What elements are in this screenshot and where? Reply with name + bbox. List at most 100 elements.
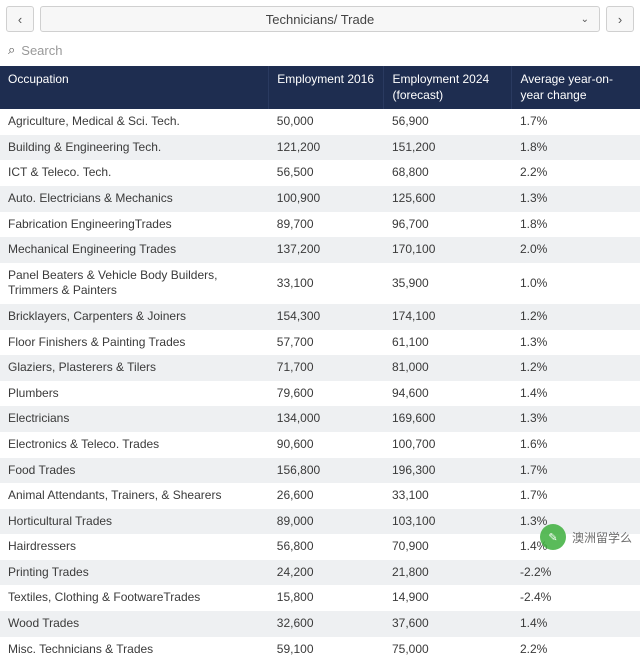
col-employment-2024[interactable]: Employment 2024 (forecast): [384, 66, 512, 109]
cell-value: 94,600: [384, 381, 512, 407]
cell-value: 151,200: [384, 135, 512, 161]
cell-occupation: Horticultural Trades: [0, 509, 269, 535]
cell-value: 2.0%: [512, 237, 640, 263]
cell-occupation: Food Trades: [0, 458, 269, 484]
cell-value: -2.2%: [512, 560, 640, 586]
cell-value: 56,500: [269, 160, 384, 186]
table-row: Bricklayers, Carpenters & Joiners154,300…: [0, 304, 640, 330]
table-row: Electricians134,000169,6001.3%: [0, 406, 640, 432]
cell-value: 32,600: [269, 611, 384, 637]
cell-value: 81,000: [384, 355, 512, 381]
cell-value: 169,600: [384, 406, 512, 432]
cell-value: 1.6%: [512, 432, 640, 458]
cell-occupation: Bricklayers, Carpenters & Joiners: [0, 304, 269, 330]
next-button[interactable]: ›: [606, 6, 634, 32]
cell-value: 56,800: [269, 534, 384, 560]
cell-value: 100,700: [384, 432, 512, 458]
table-row: Wood Trades32,60037,6001.4%: [0, 611, 640, 637]
cell-value: 1.0%: [512, 263, 640, 304]
col-occupation[interactable]: Occupation: [0, 66, 269, 109]
cell-value: 68,800: [384, 160, 512, 186]
cell-value: 33,100: [384, 483, 512, 509]
watermark-text: 澳洲留学么: [572, 529, 632, 546]
cell-value: 1.3%: [512, 330, 640, 356]
table-row: Panel Beaters & Vehicle Body Builders, T…: [0, 263, 640, 304]
cell-occupation: Animal Attendants, Trainers, & Shearers: [0, 483, 269, 509]
cell-value: 1.2%: [512, 355, 640, 381]
cell-value: 125,600: [384, 186, 512, 212]
cell-occupation: ICT & Teleco. Tech.: [0, 160, 269, 186]
cell-value: 21,800: [384, 560, 512, 586]
cell-value: 56,900: [384, 109, 512, 135]
cell-value: 61,100: [384, 330, 512, 356]
table-row: Printing Trades24,20021,800-2.2%: [0, 560, 640, 586]
cell-value: 1.7%: [512, 458, 640, 484]
table-row: Mechanical Engineering Trades137,200170,…: [0, 237, 640, 263]
table-row: Fabrication EngineeringTrades89,70096,70…: [0, 212, 640, 238]
cell-occupation: Electronics & Teleco. Trades: [0, 432, 269, 458]
table-row: Textiles, Clothing & FootwareTrades15,80…: [0, 585, 640, 611]
table-row: Plumbers79,60094,6001.4%: [0, 381, 640, 407]
watermark-icon: ✎: [540, 524, 566, 550]
cell-occupation: Floor Finishers & Painting Trades: [0, 330, 269, 356]
table-row: Misc. Technicians & Trades59,10075,0002.…: [0, 637, 640, 662]
table-row: Glaziers, Plasterers & Tilers71,70081,00…: [0, 355, 640, 381]
cell-value: 156,800: [269, 458, 384, 484]
cell-value: 154,300: [269, 304, 384, 330]
cell-value: 1.3%: [512, 406, 640, 432]
cell-value: 57,700: [269, 330, 384, 356]
category-dropdown[interactable]: Technicians/ Trade ⌄: [40, 6, 600, 32]
cell-value: 90,600: [269, 432, 384, 458]
cell-value: 1.7%: [512, 483, 640, 509]
cell-occupation: Electricians: [0, 406, 269, 432]
col-employment-2016[interactable]: Employment 2016: [269, 66, 384, 109]
search-bar: ⌕: [0, 38, 640, 66]
cell-value: 103,100: [384, 509, 512, 535]
cell-occupation: Mechanical Engineering Trades: [0, 237, 269, 263]
cell-value: 70,900: [384, 534, 512, 560]
cell-value: 59,100: [269, 637, 384, 662]
cell-occupation: Misc. Technicians & Trades: [0, 637, 269, 662]
cell-occupation: Panel Beaters & Vehicle Body Builders, T…: [0, 263, 269, 304]
cell-occupation: Textiles, Clothing & FootwareTrades: [0, 585, 269, 611]
table-row: Auto. Electricians & Mechanics100,900125…: [0, 186, 640, 212]
cell-value: 79,600: [269, 381, 384, 407]
table-row: Animal Attendants, Trainers, & Shearers2…: [0, 483, 640, 509]
cell-value: 134,000: [269, 406, 384, 432]
watermark: ✎ 澳洲留学么: [540, 524, 632, 550]
col-avg-change[interactable]: Average year-on- year change: [512, 66, 640, 109]
table-row: Building & Engineering Tech.121,200151,2…: [0, 135, 640, 161]
cell-value: 75,000: [384, 637, 512, 662]
table-row: Agriculture, Medical & Sci. Tech.50,0005…: [0, 109, 640, 135]
cell-occupation: Plumbers: [0, 381, 269, 407]
cell-occupation: Fabrication EngineeringTrades: [0, 212, 269, 238]
cell-value: 1.8%: [512, 135, 640, 161]
cell-value: 174,100: [384, 304, 512, 330]
cell-value: 170,100: [384, 237, 512, 263]
cell-value: 50,000: [269, 109, 384, 135]
chevron-right-icon: ›: [618, 12, 622, 27]
cell-value: 15,800: [269, 585, 384, 611]
cell-value: 37,600: [384, 611, 512, 637]
search-input[interactable]: [21, 43, 632, 58]
cell-value: 2.2%: [512, 637, 640, 662]
chevron-left-icon: ‹: [18, 12, 22, 27]
cell-value: 89,000: [269, 509, 384, 535]
cell-value: 1.4%: [512, 611, 640, 637]
chevron-down-icon: ⌄: [581, 14, 589, 25]
cell-value: 1.7%: [512, 109, 640, 135]
table-row: Electronics & Teleco. Trades90,600100,70…: [0, 432, 640, 458]
cell-value: 26,600: [269, 483, 384, 509]
cell-occupation: Building & Engineering Tech.: [0, 135, 269, 161]
dropdown-label: Technicians/ Trade: [266, 12, 374, 27]
cell-occupation: Wood Trades: [0, 611, 269, 637]
cell-value: 33,100: [269, 263, 384, 304]
cell-occupation: Glaziers, Plasterers & Tilers: [0, 355, 269, 381]
cell-value: 71,700: [269, 355, 384, 381]
cell-value: 1.3%: [512, 186, 640, 212]
cell-value: 1.8%: [512, 212, 640, 238]
table-row: Food Trades156,800196,3001.7%: [0, 458, 640, 484]
cell-occupation: Auto. Electricians & Mechanics: [0, 186, 269, 212]
cell-value: 89,700: [269, 212, 384, 238]
prev-button[interactable]: ‹: [6, 6, 34, 32]
